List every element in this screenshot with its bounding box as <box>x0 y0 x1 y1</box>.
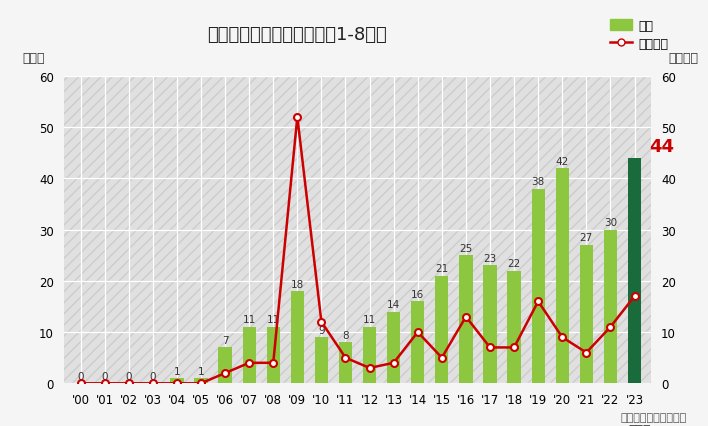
Bar <box>459 256 472 383</box>
Text: 11: 11 <box>243 315 256 325</box>
Text: 1: 1 <box>198 366 205 376</box>
Bar <box>532 189 544 383</box>
Bar <box>195 378 207 383</box>
Text: （件）: （件） <box>23 52 45 64</box>
Text: 11: 11 <box>267 315 280 325</box>
Bar <box>387 312 400 383</box>
Bar <box>339 343 352 383</box>
Bar <box>508 271 520 383</box>
Text: 0: 0 <box>149 371 156 381</box>
Bar <box>435 276 448 383</box>
Text: 27: 27 <box>580 233 593 243</box>
Bar <box>363 327 376 383</box>
Bar <box>580 245 593 383</box>
Text: 21: 21 <box>435 264 448 273</box>
Text: 0: 0 <box>77 371 84 381</box>
Text: （億円）: （億円） <box>668 52 698 64</box>
Text: 8: 8 <box>342 330 349 340</box>
Text: 38: 38 <box>532 177 544 187</box>
Bar <box>291 291 304 383</box>
Bar <box>556 169 569 383</box>
Text: 23: 23 <box>484 253 496 263</box>
Text: 14: 14 <box>387 299 400 309</box>
Legend: 件数, 負債総額: 件数, 負債総額 <box>605 15 673 56</box>
Bar <box>243 327 256 383</box>
Text: 44: 44 <box>649 138 674 156</box>
Bar <box>628 158 641 383</box>
Bar <box>315 337 328 383</box>
Text: 0: 0 <box>125 371 132 381</box>
Bar <box>267 327 280 383</box>
Text: 東京商工リサーチ調べ: 東京商工リサーチ調べ <box>620 412 687 422</box>
Text: 7: 7 <box>222 335 229 345</box>
Text: （年）: （年） <box>629 423 651 426</box>
Bar <box>219 348 232 383</box>
Text: 16: 16 <box>411 289 424 299</box>
Text: 訪問介護事業の倒産推移（1-8月）: 訪問介護事業の倒産推移（1-8月） <box>207 26 387 43</box>
Text: 25: 25 <box>459 243 472 253</box>
Text: 11: 11 <box>363 315 376 325</box>
Text: 0: 0 <box>101 371 108 381</box>
Text: 30: 30 <box>604 218 617 227</box>
Bar <box>411 302 424 383</box>
Text: 1: 1 <box>173 366 181 376</box>
Text: 42: 42 <box>556 156 569 166</box>
Text: 9: 9 <box>318 325 325 335</box>
Bar <box>171 378 183 383</box>
Bar <box>604 230 617 383</box>
Bar <box>484 266 496 383</box>
Text: 22: 22 <box>508 259 520 268</box>
Text: 18: 18 <box>291 279 304 289</box>
